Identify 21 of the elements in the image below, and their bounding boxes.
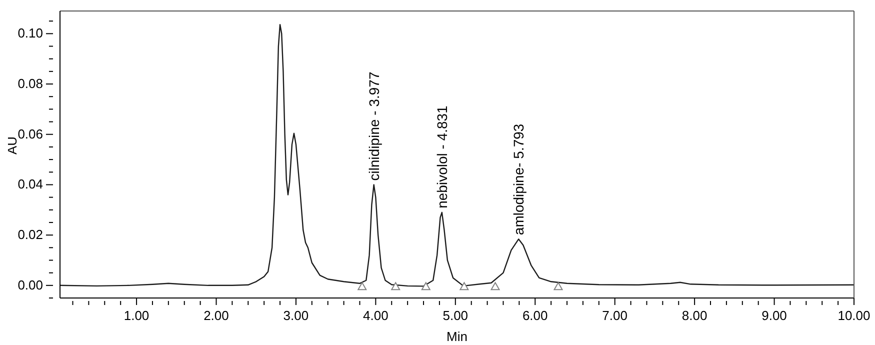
y-axis-title: AU <box>4 136 20 154</box>
annotation: nebivolol - 4.831 <box>434 105 450 208</box>
y-tick-label: 0.10 <box>18 26 43 41</box>
x-tick-label: 4.00 <box>363 308 388 323</box>
x-tick-label: 3.00 <box>283 308 309 323</box>
y-tick-label: 0.00 <box>18 277 43 292</box>
x-tick-label: 8.00 <box>682 308 708 323</box>
y-tick-label: 0.04 <box>18 176 43 192</box>
y-tick-label: 0.06 <box>18 126 43 142</box>
x-tick-label: 10.00 <box>838 308 870 323</box>
x-tick-label: 6.00 <box>522 308 548 323</box>
x-tick-label: 5.00 <box>442 308 468 323</box>
annotation: amlodipine- 5.793 <box>510 124 527 236</box>
x-tick-label: 7.00 <box>602 308 628 323</box>
annotation: cilnidipine - 3.977 <box>366 72 382 181</box>
x-tick-label: 9.00 <box>762 308 787 323</box>
y-tick-label: 0.02 <box>18 227 43 242</box>
y-tick-label: 0.08 <box>18 76 43 92</box>
x-tick-label: 1.00 <box>124 308 150 323</box>
x-axis-title: Min <box>446 329 468 344</box>
x-tick-label: 2.00 <box>204 308 229 323</box>
